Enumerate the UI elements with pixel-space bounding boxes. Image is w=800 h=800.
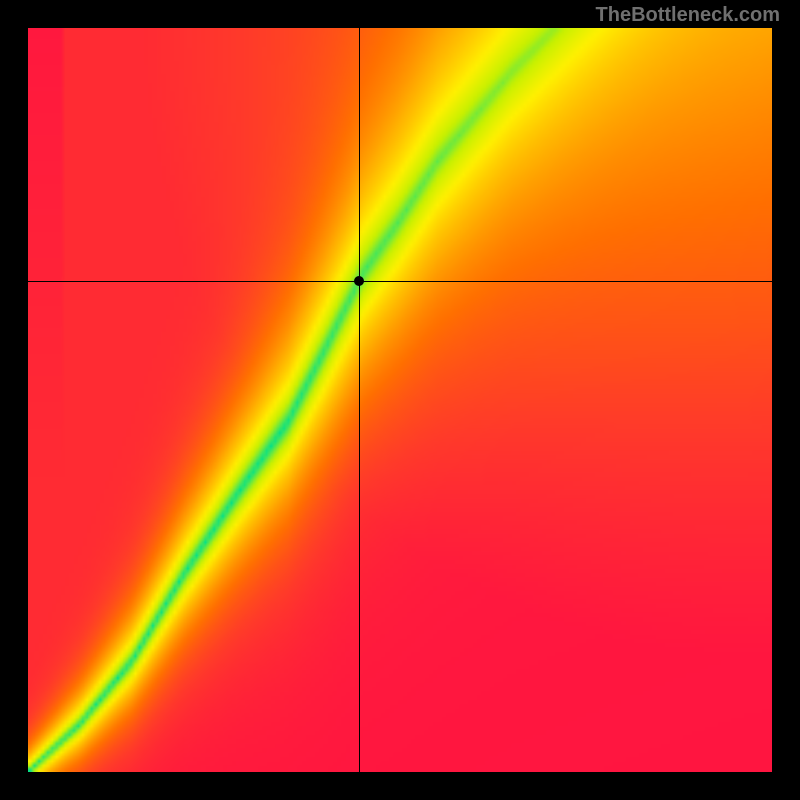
plot-area — [28, 28, 772, 772]
data-marker — [354, 276, 364, 286]
heatmap-canvas — [28, 28, 772, 772]
crosshair-vertical — [359, 28, 360, 772]
attribution-text: TheBottleneck.com — [596, 4, 780, 27]
figure-container: TheBottleneck.com — [0, 0, 800, 800]
crosshair-horizontal — [28, 281, 772, 282]
